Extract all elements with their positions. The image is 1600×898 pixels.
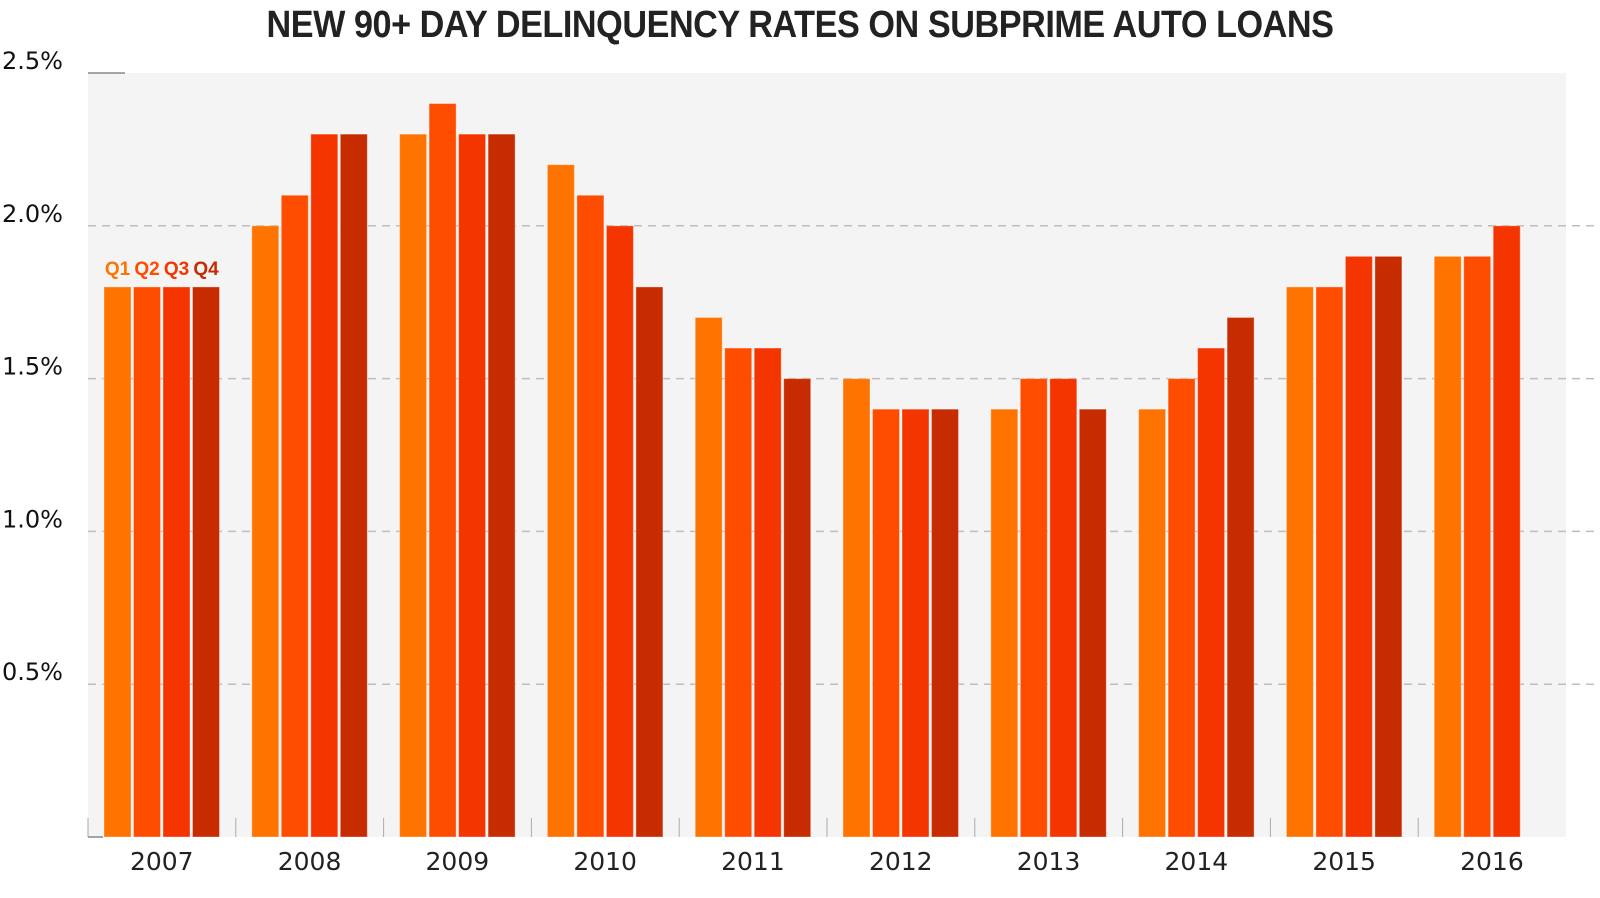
bar-q1-2011 xyxy=(694,316,723,838)
bar-q2-2008 xyxy=(280,194,309,838)
bar-q3-2012 xyxy=(901,408,930,838)
x-tick-label: 2013 xyxy=(1017,847,1081,876)
bar-q4-2014 xyxy=(1226,316,1255,838)
bar-q1-2009 xyxy=(399,133,428,838)
bar-q4-2012 xyxy=(931,408,959,838)
bar-q3-2008 xyxy=(310,133,339,838)
bar-q3-2009 xyxy=(458,133,487,838)
bar-q3-2013 xyxy=(1049,378,1078,838)
bar-q2-2011 xyxy=(724,347,753,838)
bar-q4-2010 xyxy=(635,286,664,838)
x-tick-label: 2014 xyxy=(1165,847,1229,876)
y-tick-label: 1.0% xyxy=(2,505,63,533)
bar-q3-2014 xyxy=(1197,347,1226,838)
plot-background xyxy=(88,73,1566,837)
bar-q2-2014 xyxy=(1167,378,1196,838)
bar-q2-2015 xyxy=(1315,286,1344,838)
bar-q2-2012 xyxy=(872,408,900,838)
bar-q1-2016 xyxy=(1433,255,1462,838)
bar-q1-2008 xyxy=(251,225,280,838)
bar-q3-2011 xyxy=(753,347,782,838)
bar-q4-2009 xyxy=(487,133,516,838)
y-tick-label: 0.5% xyxy=(2,658,63,686)
bar-q2-2010 xyxy=(576,194,605,838)
bar-q1-2012 xyxy=(842,378,871,838)
bars xyxy=(103,103,1521,838)
bar-q3-2007 xyxy=(162,286,191,838)
bar-q4-2011 xyxy=(783,378,812,838)
bar-q1-2010 xyxy=(546,164,575,838)
x-tick-label: 2008 xyxy=(278,847,342,876)
y-tick-label: 2.0% xyxy=(2,200,63,228)
x-tick-label: 2010 xyxy=(573,847,637,876)
chart-title: NEW 90+ DAY DELINQUENCY RATES ON SUBPRIM… xyxy=(266,4,1334,46)
bar-q4-2013 xyxy=(1078,408,1107,838)
bar-q2-2013 xyxy=(1019,378,1048,838)
x-tick-label: 2015 xyxy=(1312,847,1376,876)
legend-label-q4: Q4 xyxy=(193,259,219,280)
x-axis: 2007 2008 2009 2010 2011 2012 2013 2014 2015 2016 xyxy=(87,818,1524,876)
y-tick-label: 1.5% xyxy=(2,353,63,381)
bar-q3-2015 xyxy=(1344,255,1373,838)
bar-q1-2007 xyxy=(103,286,132,838)
bar-q2-2007 xyxy=(133,286,161,838)
bar-q3-2016 xyxy=(1492,225,1521,838)
bar-q2-2009 xyxy=(428,103,457,838)
x-tick-label: 2007 xyxy=(130,847,194,876)
bar-q2-2016 xyxy=(1463,255,1492,838)
x-tick-label: 2009 xyxy=(426,847,490,876)
y-tick-label: 2.5% xyxy=(2,47,63,75)
x-tick-label: 2012 xyxy=(869,847,933,876)
bar-q1-2015 xyxy=(1285,286,1314,838)
bar-q4-2015 xyxy=(1374,255,1403,838)
y-axis: 0.5% 1.0% 1.5% 2.0% 2.5% xyxy=(2,47,63,686)
legend-label-q1: Q1 xyxy=(105,259,131,280)
bar-q3-2010 xyxy=(605,225,634,838)
bar-q1-2014 xyxy=(1138,408,1167,838)
x-tick-label: 2016 xyxy=(1460,847,1524,876)
legend-label-q2: Q2 xyxy=(134,259,159,280)
bar-q1-2013 xyxy=(990,408,1019,838)
x-tick-label: 2011 xyxy=(721,847,785,876)
bar-q4-2008 xyxy=(339,133,368,838)
legend: Q1 Q2 Q3 Q4 xyxy=(105,259,219,280)
legend-label-q3: Q3 xyxy=(164,259,189,280)
bar-q4-2007 xyxy=(192,286,220,838)
